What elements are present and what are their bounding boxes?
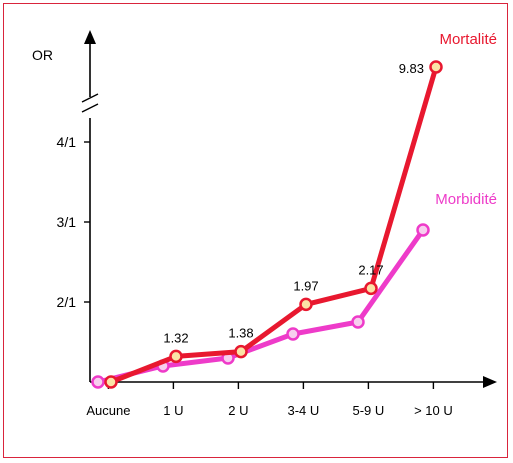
chart-frame <box>3 3 508 458</box>
axis-break-mark <box>81 103 99 113</box>
y-tick-label: 4/1 <box>57 134 77 150</box>
x-tick-label: 3-4 U <box>288 403 320 418</box>
data-label: 1.97 <box>293 278 318 293</box>
data-point <box>104 375 118 389</box>
data-point <box>286 327 300 341</box>
x-tick-label: > 10 U <box>414 403 453 418</box>
y-ticks: 2/1 3/1 4/1 <box>57 134 90 310</box>
y-axis-arrowhead <box>84 30 96 44</box>
data-label: 1.32 <box>163 330 188 345</box>
x-axis-arrowhead <box>483 376 497 388</box>
x-tick-label: 5-9 U <box>353 403 385 418</box>
data-point <box>429 60 443 74</box>
data-point <box>299 297 313 312</box>
data-point <box>91 375 105 389</box>
x-tick-label: 2 U <box>228 403 248 418</box>
data-label: 1.38 <box>228 326 253 341</box>
series-name-label: Morbidité <box>435 191 497 208</box>
data-point <box>234 344 248 359</box>
axes: OR <box>32 30 497 388</box>
series-morbidité: Morbidité <box>91 191 497 389</box>
y-tick-label: 2/1 <box>57 294 77 310</box>
x-ticks: Aucune 1 U 2 U 3-4 U 5-9 U > 10 U <box>86 382 453 418</box>
series-mortalité: 1.32 1.38 1.97 2.17 9.83 Mortalité <box>104 31 497 389</box>
series-name-label: Mortalité <box>439 31 497 48</box>
data-point <box>416 223 430 237</box>
series-line <box>95 227 426 385</box>
y-axis-title: OR <box>32 47 53 63</box>
y-tick-label: 3/1 <box>57 214 77 230</box>
x-tick-label: Aucune <box>86 403 130 418</box>
data-label: 2.17 <box>358 262 383 277</box>
series-layer: Morbidité 1.32 1.38 1.97 2.17 9.83 Mortalité <box>91 31 497 389</box>
axis-break-mark <box>81 93 99 103</box>
data-label: 9.83 <box>399 61 424 76</box>
series-line <box>108 64 439 385</box>
x-tick-label: 1 U <box>163 403 183 418</box>
data-point <box>351 315 365 329</box>
data-point <box>364 281 378 296</box>
data-point <box>169 349 183 364</box>
